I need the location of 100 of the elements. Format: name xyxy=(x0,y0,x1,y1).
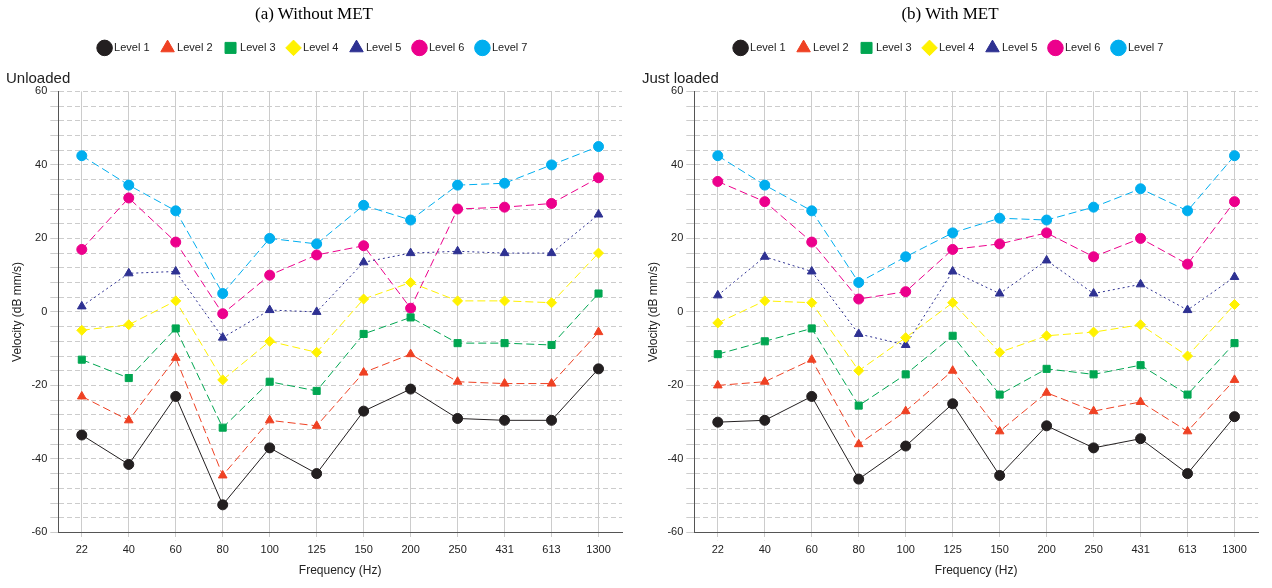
point xyxy=(759,179,771,191)
y-tick-label: -40 xyxy=(667,451,684,464)
point xyxy=(712,175,724,187)
point xyxy=(546,297,558,309)
point xyxy=(900,251,912,263)
point xyxy=(1041,254,1052,264)
point xyxy=(593,363,605,375)
point xyxy=(994,238,1006,250)
x-tick-label: 613 xyxy=(542,543,561,556)
x-tick-label: 100 xyxy=(896,543,915,556)
point xyxy=(593,247,605,259)
point xyxy=(123,458,135,470)
point xyxy=(452,179,464,191)
point xyxy=(123,319,135,331)
legend-label: Level 2 xyxy=(177,40,213,53)
point xyxy=(1229,299,1241,311)
point xyxy=(759,295,771,307)
point xyxy=(995,390,1004,399)
point xyxy=(452,203,464,215)
point xyxy=(499,247,510,257)
point xyxy=(76,300,87,310)
point xyxy=(1135,183,1147,195)
point xyxy=(806,265,817,275)
x-tick-label: 1300 xyxy=(586,543,611,556)
x-tick-label: 1300 xyxy=(1222,543,1247,556)
point xyxy=(358,199,370,211)
y-tick-label: 0 xyxy=(41,304,48,317)
chart-subtitle: Unloaded xyxy=(6,68,71,86)
x-tick-label: 40 xyxy=(122,543,135,556)
point xyxy=(1182,205,1194,217)
point xyxy=(311,238,323,250)
point xyxy=(546,414,558,426)
point xyxy=(1182,258,1194,270)
point xyxy=(1041,387,1052,396)
legend-label: Level 4 xyxy=(303,40,339,53)
x-tick-label: 613 xyxy=(1178,543,1197,556)
point xyxy=(311,306,322,315)
point xyxy=(994,469,1006,481)
point xyxy=(265,377,274,386)
x-tick-label: 150 xyxy=(990,543,1009,556)
point xyxy=(311,346,323,358)
point xyxy=(76,429,88,441)
y-tick-label: 60 xyxy=(671,84,684,97)
point xyxy=(546,197,558,209)
point xyxy=(217,288,229,300)
point xyxy=(712,317,724,329)
point xyxy=(217,469,228,479)
x-tick-label: 80 xyxy=(216,543,229,556)
point xyxy=(994,346,1006,358)
point xyxy=(594,289,603,298)
legend-label: Level 7 xyxy=(491,40,528,53)
legend-label: Level 5 xyxy=(365,40,402,53)
point xyxy=(170,205,182,217)
point xyxy=(264,335,276,347)
x-tick-label: 60 xyxy=(169,543,182,556)
point xyxy=(358,256,369,266)
point xyxy=(170,295,182,307)
point xyxy=(853,438,864,448)
point xyxy=(546,247,557,257)
point xyxy=(807,324,816,333)
point xyxy=(1182,468,1194,480)
point xyxy=(759,376,770,385)
point xyxy=(853,328,864,337)
x-axis-title: Frequency (Hz) xyxy=(298,563,382,578)
point xyxy=(546,159,558,171)
legend-label: Level 1 xyxy=(750,40,786,53)
point xyxy=(593,326,604,336)
point xyxy=(1182,304,1193,314)
point xyxy=(1135,396,1146,405)
point xyxy=(1041,214,1053,226)
point xyxy=(406,313,415,322)
legend-label: Level 2 xyxy=(813,40,849,53)
point xyxy=(171,324,180,333)
x-tick-label: 40 xyxy=(758,543,771,556)
point xyxy=(1088,251,1100,263)
point xyxy=(452,376,463,385)
point xyxy=(264,442,276,454)
point xyxy=(901,370,910,379)
point xyxy=(358,405,370,417)
point xyxy=(1135,278,1146,288)
point xyxy=(947,243,959,255)
point xyxy=(712,379,723,389)
x-tick-label: 200 xyxy=(401,543,420,556)
point xyxy=(217,499,229,511)
point xyxy=(77,355,86,364)
point xyxy=(900,286,912,298)
point xyxy=(311,249,323,261)
point xyxy=(593,209,604,218)
x-tick-label: 22 xyxy=(75,543,88,556)
y-tick-label: 0 xyxy=(677,304,684,317)
point xyxy=(312,386,321,395)
point xyxy=(452,245,463,255)
point xyxy=(217,308,229,320)
point xyxy=(994,212,1006,224)
point xyxy=(853,277,865,288)
point xyxy=(947,227,959,239)
point xyxy=(264,414,275,424)
point xyxy=(1135,232,1147,244)
point xyxy=(853,473,865,485)
point xyxy=(1229,196,1241,208)
